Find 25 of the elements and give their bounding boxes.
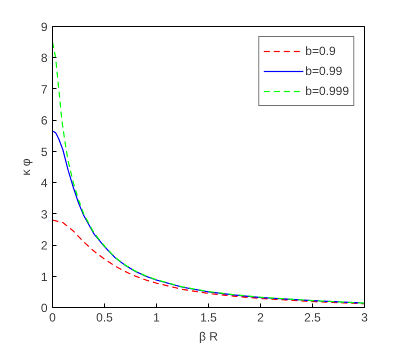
- y-tick-label: 5: [40, 144, 48, 159]
- y-tick-label: 2: [40, 238, 48, 253]
- legend-label: b=0.99: [305, 64, 342, 78]
- y-tick-label: 7: [40, 82, 48, 96]
- y-tick-label: 9: [40, 20, 48, 34]
- x-tick-label: 2.5: [304, 310, 322, 324]
- x-tick-label: 1.5: [200, 310, 218, 324]
- x-tick-label: 3: [361, 310, 368, 324]
- x-tick-label: 2: [257, 310, 264, 324]
- legend-label: b=0.9: [305, 44, 336, 58]
- line-series: [52, 219, 364, 304]
- legend-label: b=0.999: [305, 84, 349, 98]
- line-series: [52, 42, 364, 304]
- x-tick-label: 1: [153, 310, 160, 324]
- y-axis-title: κ φ: [18, 158, 33, 176]
- y-tick-label: 1: [40, 270, 48, 284]
- y-tick-label: 6: [40, 114, 48, 128]
- x-axis-title: β R: [199, 330, 218, 344]
- y-tick-label: 4: [40, 176, 48, 190]
- line-series: [52, 130, 364, 304]
- y-tick-label: 8: [40, 51, 48, 66]
- x-tick-label: 0: [49, 310, 56, 324]
- y-tick-label: 0: [40, 301, 48, 315]
- x-tick-label: 0.5: [96, 310, 114, 324]
- y-tick-label: 3: [40, 207, 48, 222]
